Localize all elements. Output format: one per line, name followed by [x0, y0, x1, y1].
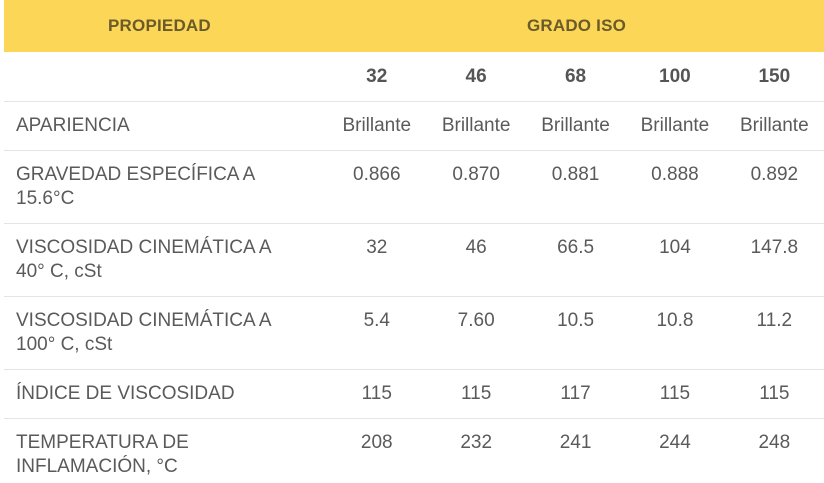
table-cell: 115 [361, 383, 392, 404]
table-cell: 115 [461, 383, 492, 404]
table-row-viscosity-100: VISCOSIDAD CINEMÁTICA A 100° C, cSt 5.4 … [4, 297, 824, 370]
grades-row: 32 46 68 100 150 [4, 52, 824, 102]
table-cell: 104 [659, 237, 691, 258]
table-cell: 0.888 [651, 164, 699, 185]
table-header-row: PROPIEDAD GRADO ISO [4, 0, 824, 52]
table-cell: 5.4 [363, 310, 390, 331]
grade-46: 46 [465, 65, 487, 87]
table-cell: 232 [460, 432, 493, 453]
table-cell: 115 [759, 383, 790, 404]
property-label: ÍNDICE DE VISCOSIDAD [4, 382, 327, 406]
header-property: PROPIEDAD [108, 16, 211, 35]
table-cell: Brillante [541, 115, 610, 136]
table-cell: 11.2 [756, 310, 793, 331]
property-label: APARIENCIA [4, 114, 327, 138]
property-label: GRAVEDAD ESPECÍFICA A 15.6°C [4, 163, 327, 211]
table-cell: 7.60 [457, 310, 495, 331]
property-line: 40° C, cSt [16, 261, 102, 282]
table-cell: 208 [360, 432, 393, 453]
grade-150: 150 [758, 65, 791, 87]
table-cell: 147.8 [750, 237, 799, 258]
table-row-viscosity-40: VISCOSIDAD CINEMÁTICA A 40° C, cSt 32 46… [4, 224, 824, 297]
table-cell: 10.8 [656, 310, 694, 331]
table-cell: 241 [559, 432, 592, 453]
table-cell: 248 [758, 432, 791, 453]
grade-68: 68 [564, 65, 587, 87]
table-cell: 244 [659, 432, 691, 453]
property-label: VISCOSIDAD CINEMÁTICA A 40° C, cSt [4, 236, 327, 284]
table-cell: 0.881 [551, 164, 600, 185]
property-line: GRAVEDAD ESPECÍFICA A [16, 164, 256, 185]
property-line: 100° C, cSt [16, 334, 113, 355]
property-line: 15.6°C [16, 188, 75, 209]
table-cell: 10.5 [557, 310, 595, 331]
table-cell: Brillante [740, 115, 809, 136]
table-cell: Brillante [640, 115, 710, 136]
property-line: TEMPERATURA DE [16, 432, 189, 453]
property-line: VISCOSIDAD CINEMÁTICA A [16, 237, 272, 258]
property-line: VISCOSIDAD CINEMÁTICA A [16, 310, 272, 331]
table-cell: 0.866 [353, 164, 401, 185]
table-cell: 115 [659, 383, 691, 404]
property-label: TEMPERATURA DE INFLAMACIÓN, °C [4, 431, 327, 479]
property-label: VISCOSIDAD CINEMÁTICA A 100° C, cSt [4, 309, 327, 357]
table-row-specific-gravity: GRAVEDAD ESPECÍFICA A 15.6°C 0.866 0.870… [4, 151, 824, 224]
table-cell: 0.870 [452, 164, 500, 185]
table-cell: 117 [560, 383, 591, 404]
grade-32: 32 [366, 65, 388, 87]
property-line: INFLAMACIÓN, °C [16, 456, 178, 477]
table-row-viscosity-index: ÍNDICE DE VISCOSIDAD 115 115 117 115 115 [4, 370, 824, 419]
property-line: ÍNDICE DE VISCOSIDAD [16, 383, 235, 404]
header-grade-group: GRADO ISO [526, 16, 627, 35]
table-cell: Brillante [441, 115, 511, 136]
grade-100: 100 [659, 65, 691, 87]
table-cell: Brillante [342, 115, 412, 136]
table-cell: 0.892 [750, 164, 799, 185]
table-row-flash-point: TEMPERATURA DE INFLAMACIÓN, °C 208 232 2… [4, 419, 824, 482]
table-cell: 46 [465, 237, 487, 258]
table-cell: 66.5 [557, 237, 595, 258]
table-cell: 32 [366, 237, 388, 258]
table-row-appearance: APARIENCIA Brillante Brillante Brillante… [4, 102, 824, 151]
property-line: APARIENCIA [16, 115, 130, 136]
properties-table: PROPIEDAD GRADO ISO 32 46 68 100 150 APA… [4, 0, 824, 482]
